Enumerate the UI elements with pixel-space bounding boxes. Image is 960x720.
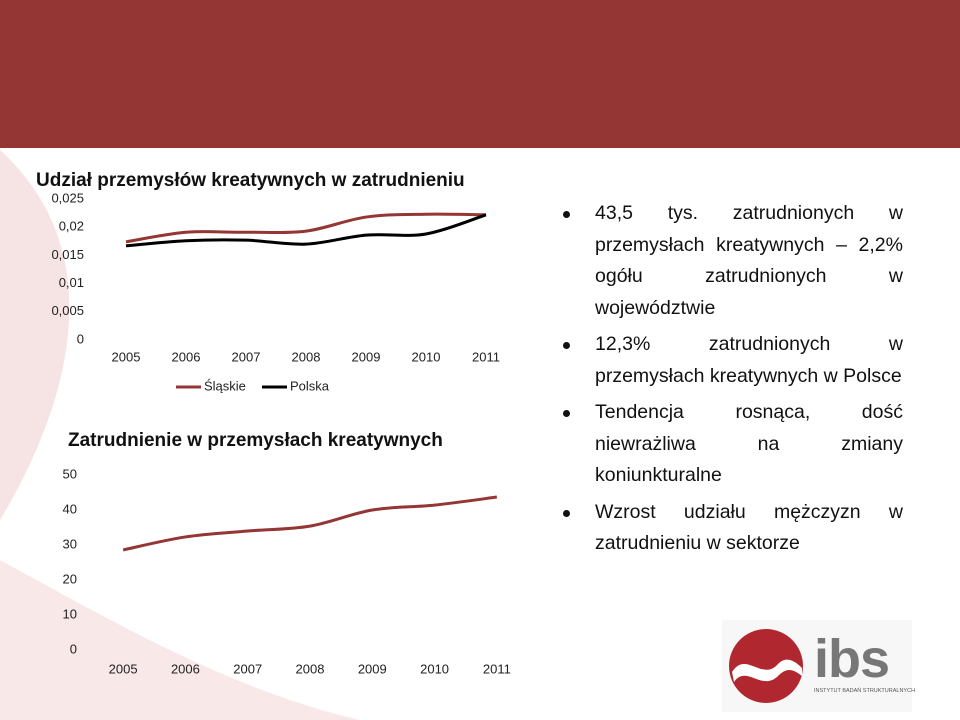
- x-tick-label: 2009: [352, 349, 381, 364]
- y-tick-label: 50: [63, 466, 77, 481]
- y-tick-label: 0,025: [51, 190, 84, 205]
- x-tick-label: 2006: [171, 661, 200, 676]
- bullet: Tendencja rosnąca, dość niewrażliwa na z…: [560, 397, 903, 492]
- y-tick-label: 10: [63, 606, 77, 621]
- y-tick-label: 20: [63, 571, 77, 586]
- swirl: [0, 150, 70, 520]
- legend-label: Śląskie: [204, 378, 246, 393]
- bullet: 12,3% zatrudnionych w przemysłach kreaty…: [560, 329, 903, 392]
- y-tick-label: 0: [70, 641, 77, 656]
- x-tick-label: 2009: [358, 661, 387, 676]
- x-tick-label: 2007: [233, 661, 262, 676]
- x-tick-label: 2008: [296, 661, 325, 676]
- x-tick-label: 2011: [483, 661, 511, 676]
- x-tick-label: 2005: [112, 349, 141, 364]
- logo-subtitle: INSTYTUT BADAŃ STRUKTURALNYCH: [814, 688, 916, 694]
- logo-swoosh: [732, 659, 802, 682]
- bullet-list: 43,5 tys. zatrudnionych w przemysłach kr…: [560, 198, 903, 565]
- x-tick-label: 2007: [232, 349, 261, 364]
- y-tick-label: 0,015: [51, 247, 84, 262]
- logo-circle: [729, 629, 803, 703]
- y-tick-label: 40: [63, 501, 77, 516]
- chart-title: Zatrudnienie w przemysłach kreatywnych: [68, 430, 443, 451]
- data-line: [122, 495, 498, 552]
- y-tick-label: 0: [77, 331, 84, 346]
- legend-label: Polska: [290, 378, 330, 393]
- x-tick-label: 2006: [172, 349, 201, 364]
- bullet: Wzrost udziału mężczyzn w zatrudnieniu w…: [560, 497, 903, 560]
- header-band: [0, 0, 960, 148]
- bullet: 43,5 tys. zatrudnionych w przemysłach kr…: [560, 198, 903, 324]
- y-tick-label: 0,02: [59, 219, 84, 234]
- logo-mark: [729, 629, 803, 703]
- swirl: [0, 560, 360, 720]
- x-tick-label: 2005: [109, 661, 138, 676]
- y-tick-label: 0,01: [59, 275, 84, 290]
- data-line: [125, 212, 487, 244]
- x-tick-label: 2011: [472, 349, 500, 364]
- x-tick-label: 2010: [420, 661, 449, 676]
- x-tick-label: 2008: [292, 349, 321, 364]
- data-line: [125, 213, 487, 248]
- logo: ibs INSTYTUT BADAŃ STRUKTURALNYCH: [722, 620, 916, 712]
- x-tick-label: 2010: [412, 349, 441, 364]
- chart-title: Udział przemysłów kreatywnych w zatrudni…: [36, 170, 465, 191]
- slide-title: Zatrudnienie w sektorze: [416, 65, 938, 125]
- y-tick-label: 30: [63, 536, 77, 551]
- logo-name: ibs: [814, 629, 890, 689]
- y-tick-label: 0,005: [51, 303, 84, 318]
